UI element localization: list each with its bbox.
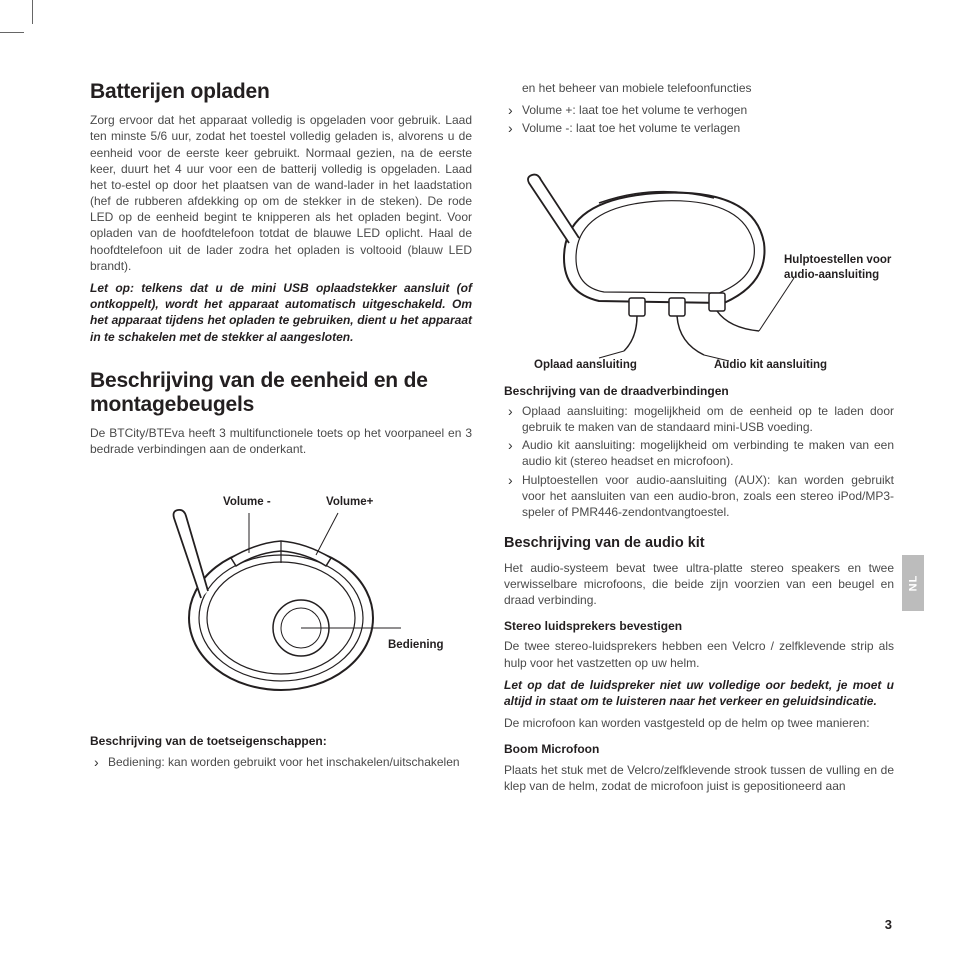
list-item: Hulptoestellen voor audio-aansluiting (A… (504, 472, 894, 521)
page-content: Batterijen opladen Zorg ervoor dat het a… (90, 80, 894, 924)
heading-batteries: Batterijen opladen (90, 80, 472, 104)
para-continuation: en het beheer van mobiele telefoonfuncti… (504, 80, 894, 96)
para-boom-mic: Plaats het stuk met de Velcro/zelfkleven… (504, 762, 894, 794)
list-item: Bediening: kan worden gebruikt voor het … (90, 754, 472, 770)
heading-audio-kit: Beschrijving van de audio kit (504, 534, 894, 554)
list-item: Audio kit aansluiting: mogelijkheid om v… (504, 437, 894, 469)
list-key-properties: Bediening: kan worden gebruikt voor het … (90, 754, 472, 770)
label-vol-minus: Volume - (223, 496, 271, 508)
heading-key-properties: Beschrijving van de toetseigenschappen: (90, 733, 472, 749)
list-item: Volume +: laat toe het volume te verhoge… (504, 102, 894, 118)
diagram-top-view: Volume - Volume+ Bediening (90, 463, 472, 723)
para-charging: Zorg ervoor dat het apparaat volledig is… (90, 112, 472, 274)
column-right: en het beheer van mobiele telefoonfuncti… (504, 80, 894, 924)
diagram-side-view: Oplaad aansluiting Audio kit aansluiting… (504, 143, 894, 373)
para-warning: Let op: telkens dat u de mini USB oplaad… (90, 280, 472, 345)
heading-stereo-speakers: Stereo luidsprekers bevestigen (504, 618, 894, 634)
list-wired-connections: Oplaad aansluiting: mogelijkheid om de e… (504, 403, 894, 520)
heading-description-unit: Beschrijving van de eenheid en de montag… (90, 369, 472, 417)
crop-marks (0, 0, 60, 60)
label-audio-kit-connector: Audio kit aansluiting (714, 359, 827, 371)
page-number: 3 (885, 917, 892, 932)
list-volume: Volume +: laat toe het volume te verhoge… (504, 102, 894, 136)
list-item: Volume -: laat toe het volume te verlage… (504, 120, 894, 136)
para-speakers: De twee stereo-luidsprekers hebben een V… (504, 638, 894, 670)
language-tab: NL (902, 555, 924, 611)
label-vol-plus: Volume+ (326, 496, 374, 508)
para-unit-desc: De BTCity/BTEva heeft 3 multifunctionele… (90, 425, 472, 457)
label-aux-connector-2: audio-aansluiting (784, 269, 879, 281)
heading-wired-connections: Beschrijving van de draadverbindingen (504, 383, 894, 399)
column-left: Batterijen opladen Zorg ervoor dat het a… (90, 80, 472, 924)
label-aux-connector-1: Hulptoestellen voor (784, 254, 892, 266)
para-mic-methods: De microfoon kan worden vastgesteld op d… (504, 715, 894, 731)
language-code: NL (907, 575, 919, 592)
heading-boom-mic: Boom Microfoon (504, 741, 894, 757)
label-control: Bediening (388, 639, 444, 651)
para-audio-kit: Het audio-systeem bevat twee ultra-platt… (504, 560, 894, 609)
list-item: Oplaad aansluiting: mogelijkheid om de e… (504, 403, 894, 435)
para-speaker-warning: Let op dat de luidspreker niet uw volled… (504, 677, 894, 709)
label-charge-connector: Oplaad aansluiting (534, 359, 637, 371)
